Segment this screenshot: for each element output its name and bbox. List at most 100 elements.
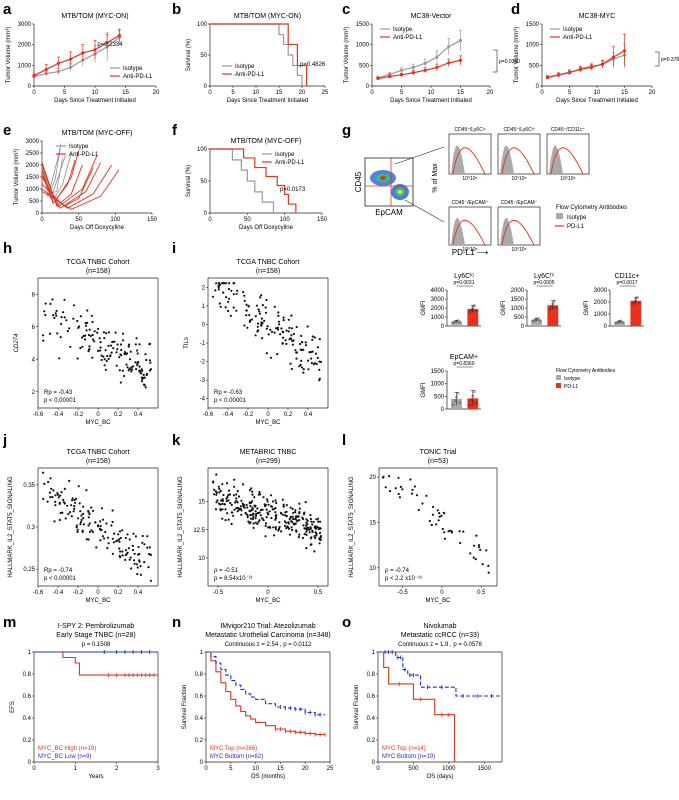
scatter-point [459,541,462,545]
scatter-point [221,483,224,486]
scatter-point [74,501,77,504]
scatter-point [268,510,271,513]
scatter-point [252,515,255,519]
scatter-point [54,494,57,497]
scatter-point [122,374,126,378]
x-tick-label: 2 [115,766,119,772]
scatter-point [110,524,113,527]
x-tick-label: 15 [276,90,283,96]
scatter-point [70,504,73,507]
scatter-point [303,527,306,530]
scatter-point [299,342,302,346]
scatter-point [295,351,298,354]
scatter-point [99,524,102,528]
chart-b: MTB/TOM (MYC-ON) 0 5 10 15 20 25 0 50 100 Days Sin… [186,13,329,104]
scatter-point [149,579,152,582]
scatter-point [57,496,60,499]
scatter-point [129,556,132,559]
scatter-point [87,509,90,513]
chart-subtitle: (n=53) [428,458,448,465]
annotation-p: p=0.2334 [97,42,123,48]
replicate-point [468,310,471,314]
scatter-point [308,528,311,531]
scatter-point [91,338,95,341]
scatter-point [290,520,293,523]
data-point [458,58,463,62]
scatter-point [479,548,482,552]
replicate-point [469,308,473,312]
scatter-point [302,513,306,516]
scatter-point [121,369,124,372]
y-tick-label: 0 [202,322,206,328]
scatter-point [450,531,453,534]
scatter-point [248,509,251,512]
scatter-point [137,553,140,556]
scatter-point [306,519,309,522]
x-tick-label: 0.5 [477,590,486,596]
series-line-Anti-PD-L1 [377,59,461,80]
y-axis-label: GMFI [421,382,427,397]
data-point [611,55,616,59]
scatter-point [228,297,231,300]
scatter-point [124,558,127,562]
y-tick-label: 0 [521,324,525,330]
tumor-trace [41,150,80,203]
scatter-point [474,558,477,561]
bar-chart-title: Ly6Cˡᵒ [454,273,474,280]
scatter-point [111,509,114,512]
y-axis-label: Tumor Volume (mm³) [14,149,20,205]
scatter-point [421,502,424,505]
scatter-point [300,334,303,337]
scatter-point [435,523,438,526]
scatter-point [97,327,100,330]
x-tick-label: 5 [231,90,235,96]
scatter-point [303,532,306,536]
scatter-point [124,536,127,540]
scatter-point [119,536,122,540]
scatter-point [301,348,304,352]
y-tick-label: 0.2 [367,738,376,744]
x-tick-label: 0 [40,217,44,223]
scatter-point [100,354,103,357]
panel-letter-n: n [172,614,181,631]
replicate-point [538,319,542,322]
replicate-point [632,300,636,304]
scatter-point [235,493,238,496]
scatter-point [250,318,253,321]
scatter-point [251,506,254,509]
scatter-point [249,504,252,508]
scatter-point [397,492,400,496]
scatter-point [430,523,433,527]
scatter-point [50,487,53,490]
replicate-point [452,321,455,324]
bar-PD-L1 [630,300,642,326]
scatter-point [282,503,285,506]
scatter-point [288,527,291,531]
legend-isotype-label: Isotype [563,27,583,33]
scatter-point [227,489,231,492]
stat-rho: ρ = -0.74 [385,568,410,574]
scatter-point [281,498,284,501]
stat-p: p < 0.00001 [44,576,77,582]
scatter-point [58,357,61,360]
hist-bottom-1-tick-label: 10⁰10⁵ [511,247,526,253]
chart-subtitle: (n=299) [256,458,280,465]
y-tick-label: 4000 [431,288,445,294]
data-point [69,57,73,61]
scatter-point [109,355,112,358]
scatter-point [220,499,223,502]
scatter-point [318,542,321,545]
data-point [399,73,404,77]
scatter-point [43,310,46,313]
scatter-point [269,356,273,359]
scatter-point [304,501,307,504]
scatter-point [98,349,102,352]
y-tick-label: 8 [32,292,36,298]
scatter-point [221,282,224,285]
x-tick-label: 0 [204,766,208,772]
scatter-point [232,494,235,497]
x-axis-label: OS (months) [251,774,285,780]
y-tick-label: -3 [200,378,206,384]
scatter-point [82,334,85,338]
